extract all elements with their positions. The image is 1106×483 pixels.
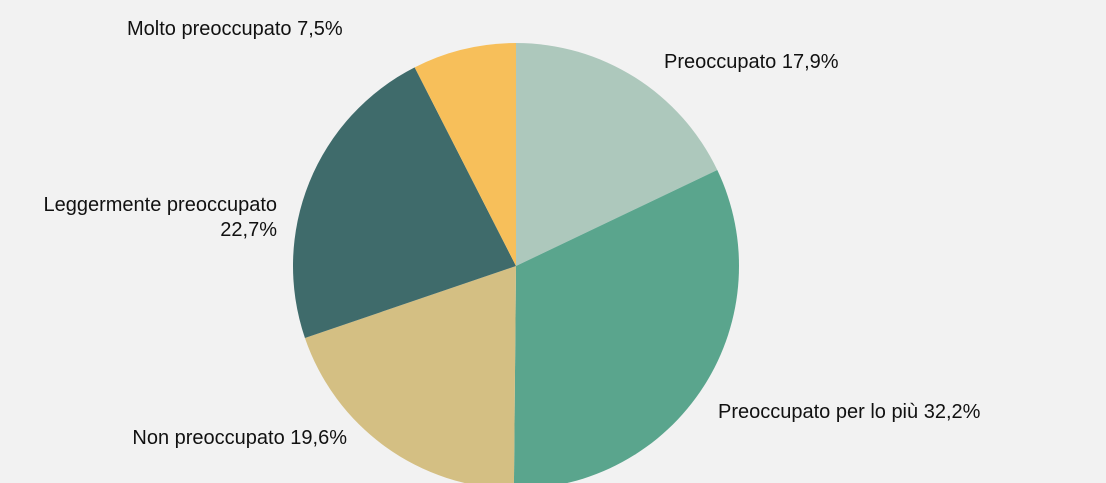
value-label: 22,7%: [220, 219, 277, 241]
value-label: 32,2%: [923, 401, 981, 423]
slice-label: Preoccupato per lo più 32,2%: [718, 400, 980, 425]
category-name: Preoccupato: [664, 51, 777, 73]
value-label: 19,6%: [290, 427, 347, 449]
category-name: Leggermente preoccupato: [43, 194, 278, 216]
pie-slice: [304, 266, 516, 483]
slice-label: Leggermente preoccupato 22,7%: [15, 193, 278, 243]
pie-slice: [516, 43, 718, 266]
slice-label: Non preoccupato 19,6%: [132, 426, 347, 451]
slice-label: Molto preoccupato 7,5%: [127, 17, 343, 42]
category-name: Molto preoccupato: [127, 18, 292, 40]
value-label: 17,9%: [781, 51, 839, 73]
slice-label: Preoccupato 17,9%: [664, 50, 839, 75]
pie-slice: [414, 43, 516, 266]
category-name: Non preoccupato: [132, 427, 285, 449]
pie-slice: [513, 170, 739, 483]
category-name: Preoccupato per lo più: [718, 401, 919, 423]
value-label: 7,5%: [297, 18, 343, 40]
pie-slice: [293, 67, 516, 338]
